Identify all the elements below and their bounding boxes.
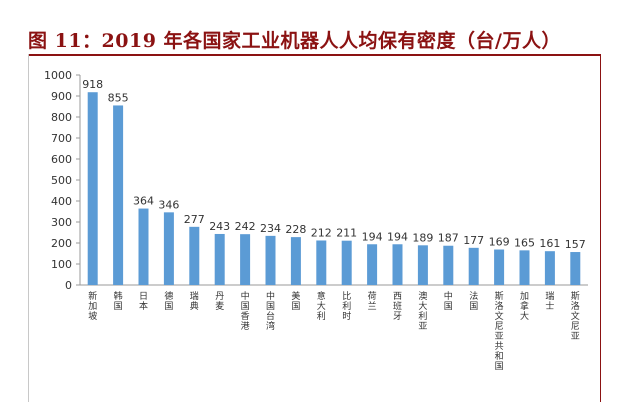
x-tick-label: 西班牙 [393,291,402,322]
bar [392,244,403,285]
y-tick-label: 100 [51,258,72,271]
x-tick-label: 中国台湾 [266,290,275,332]
x-tick-label: 中国 [444,290,453,312]
bar-value-label: 177 [463,234,484,247]
bar-value-label: 855 [108,91,129,104]
bar-value-label: 242 [235,220,256,233]
x-tick-label: 斯洛文尼亚 [571,290,580,342]
right-border [600,54,601,402]
bar [87,92,98,285]
bar [341,240,352,285]
x-tick-label: 中国香港 [241,290,250,332]
y-tick-label: 300 [51,216,72,229]
y-tick-label: 200 [51,237,72,250]
x-tick-label: 日本 [139,291,148,312]
bar [494,249,505,285]
bar [367,244,378,285]
bar-value-label: 243 [209,220,230,233]
y-tick-label: 700 [51,132,72,145]
x-tick-label: 意大利 [317,290,326,322]
x-tick-label: 德国 [164,290,173,312]
bar-value-label: 277 [184,213,205,226]
bar-value-label: 194 [387,230,408,243]
bar-value-label: 165 [514,236,535,249]
y-tick-label: 800 [51,111,72,124]
bar-value-label: 364 [133,195,154,208]
x-tick-label: 丹麦 [215,291,224,312]
bar [468,247,479,285]
x-tick-label: 美国 [291,290,300,312]
bar [113,105,124,285]
bar-value-label: 157 [565,238,586,251]
bar [316,240,327,285]
bar-value-label: 189 [412,231,433,244]
y-tick-label: 0 [65,279,72,292]
x-tick-label: 澳大利亚 [418,290,427,332]
bar-value-label: 346 [158,198,179,211]
bar [570,252,581,285]
bar-value-label: 234 [260,222,281,235]
y-tick-label: 1000 [44,69,72,82]
left-border [28,54,29,402]
x-tick-label: 荷兰 [368,291,377,312]
x-tick-label: 法国 [469,290,478,312]
bar-value-label: 169 [489,236,510,249]
x-tick-label: 斯洛文尼亚共和国 [495,290,504,372]
x-tick-label: 加拿大 [520,291,529,322]
bar-value-label: 228 [285,223,306,236]
bar [189,226,200,285]
x-tick-label: 比利时 [342,290,351,322]
y-tick-label: 600 [51,153,72,166]
title-underline [28,54,600,56]
bar [443,245,454,285]
bar-value-label: 918 [82,78,103,91]
x-tick-label: 瑞典 [190,290,199,312]
bar [214,233,225,285]
bar [240,234,251,285]
y-tick-label: 900 [51,90,72,103]
bar [138,208,149,285]
y-tick-label: 400 [51,195,72,208]
bar [519,250,530,285]
bar-value-label: 161 [539,237,560,250]
x-tick-label: 瑞士 [545,290,554,312]
bar [544,251,555,285]
chart-title: 图 11：2019 年各国家工业机器人人均保有密度（台/万人） [28,30,561,52]
bar [290,237,301,285]
bar-value-label: 187 [438,232,459,245]
bar [265,235,276,285]
bar-value-label: 211 [336,227,357,240]
x-tick-label: 韩国 [114,290,123,312]
bar [163,212,174,285]
y-tick-label: 500 [51,174,72,187]
bar-value-label: 212 [311,226,332,239]
x-tick-label: 新加坡 [88,290,97,322]
bar-value-label: 194 [362,230,383,243]
bar [417,245,428,285]
